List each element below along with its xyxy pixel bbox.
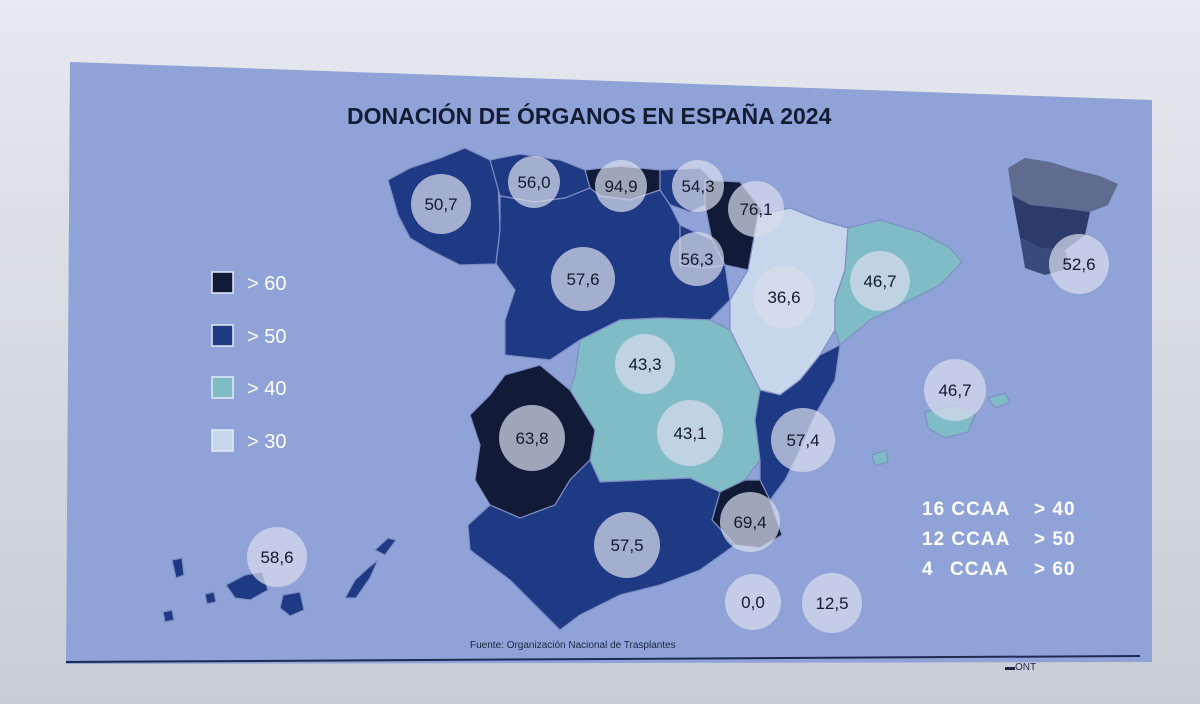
legend-label: > 60 xyxy=(247,273,286,295)
value-bubble: 57,4 xyxy=(771,408,835,472)
legend-swatch xyxy=(211,429,234,452)
value-label: 56,3 xyxy=(680,250,713,269)
source-note: Fuente: Organización Nacional de Traspla… xyxy=(470,640,676,651)
legend-swatch xyxy=(211,376,234,399)
value-bubble: 57,6 xyxy=(551,247,615,311)
value-bubble: 46,7 xyxy=(850,251,910,311)
value-label: 43,3 xyxy=(628,355,661,374)
value-bubble: 36,6 xyxy=(753,266,815,328)
footer-rule xyxy=(65,655,1141,663)
value-label: 94,9 xyxy=(604,177,637,196)
value-bubble: 69,4 xyxy=(720,492,780,552)
island-menorca xyxy=(987,392,1011,409)
value-label: 0,0 xyxy=(741,593,765,612)
island-la-palma xyxy=(171,557,185,579)
value-label: 57,6 xyxy=(566,270,599,289)
value-bubble: 63,8 xyxy=(499,405,565,471)
legend-swatch xyxy=(211,271,234,294)
value-label: 57,5 xyxy=(610,536,643,555)
map-title: DONACIÓN DE ÓRGANOS EN ESPAÑA 2024 xyxy=(347,102,832,129)
national-value: 52,6 xyxy=(1062,255,1095,274)
summary-count: 16 CCAA xyxy=(922,499,1010,520)
value-bubble: 58,6 xyxy=(247,527,307,587)
value-label: 46,7 xyxy=(863,272,896,291)
national-bubble: 52,6 xyxy=(1049,234,1109,294)
legend-label: > 50 xyxy=(247,326,286,348)
value-bubble: 94,9 xyxy=(595,160,647,212)
island-ibiza xyxy=(871,449,889,467)
value-bubble: 12,5 xyxy=(802,573,862,633)
island-tenerife xyxy=(279,591,305,617)
value-bubble: 50,7 xyxy=(411,174,471,234)
value-bubble: 56,3 xyxy=(670,232,724,286)
value-label: 63,8 xyxy=(515,429,548,448)
island-la-gomera xyxy=(204,591,217,605)
value-label: 12,5 xyxy=(815,594,848,613)
value-label: 76,1 xyxy=(739,200,772,219)
summary-threshold: > 50 xyxy=(1034,529,1076,550)
value-label: 57,4 xyxy=(786,431,819,450)
legend-label: > 40 xyxy=(247,378,286,400)
value-label: 54,3 xyxy=(681,177,714,196)
legend-label: > 30 xyxy=(247,431,286,453)
value-bubble: 76,1 xyxy=(728,181,784,237)
summary-threshold: > 60 xyxy=(1034,559,1076,580)
inset-north xyxy=(1008,158,1118,212)
summary-count: 4 xyxy=(922,559,934,580)
summary-count: 12 CCAA xyxy=(922,529,1010,550)
value-bubble: 54,3 xyxy=(672,160,724,212)
summary-threshold: > 40 xyxy=(1034,499,1076,520)
value-label: 46,7 xyxy=(938,381,971,400)
summary: 16 CCAA > 40 12 CCAA > 50 4 CCAA > 60 xyxy=(922,499,1076,580)
value-label: 36,6 xyxy=(767,288,800,307)
value-bubble: 43,3 xyxy=(615,334,675,394)
value-label: 69,4 xyxy=(733,513,766,532)
island-fuerteventura xyxy=(343,559,379,599)
value-bubble: 0,0 xyxy=(725,574,781,630)
value-bubble: 56,0 xyxy=(508,156,560,208)
value-label: 58,6 xyxy=(260,548,293,567)
summary-count-suffix: CCAA xyxy=(950,559,1009,580)
legend: > 60 > 50 > 40 > 30 xyxy=(211,271,286,453)
value-label: 43,1 xyxy=(673,424,706,443)
island-el-hierro xyxy=(162,609,175,623)
corner-logo: ▬ONT xyxy=(1005,662,1036,673)
value-bubble: 46,7 xyxy=(924,359,986,421)
value-bubble: 43,1 xyxy=(657,400,723,466)
value-bubble: 57,5 xyxy=(594,512,660,578)
island-lanzarote xyxy=(373,537,398,556)
value-label: 50,7 xyxy=(424,195,457,214)
legend-swatch xyxy=(211,324,234,347)
value-label: 56,0 xyxy=(517,173,550,192)
